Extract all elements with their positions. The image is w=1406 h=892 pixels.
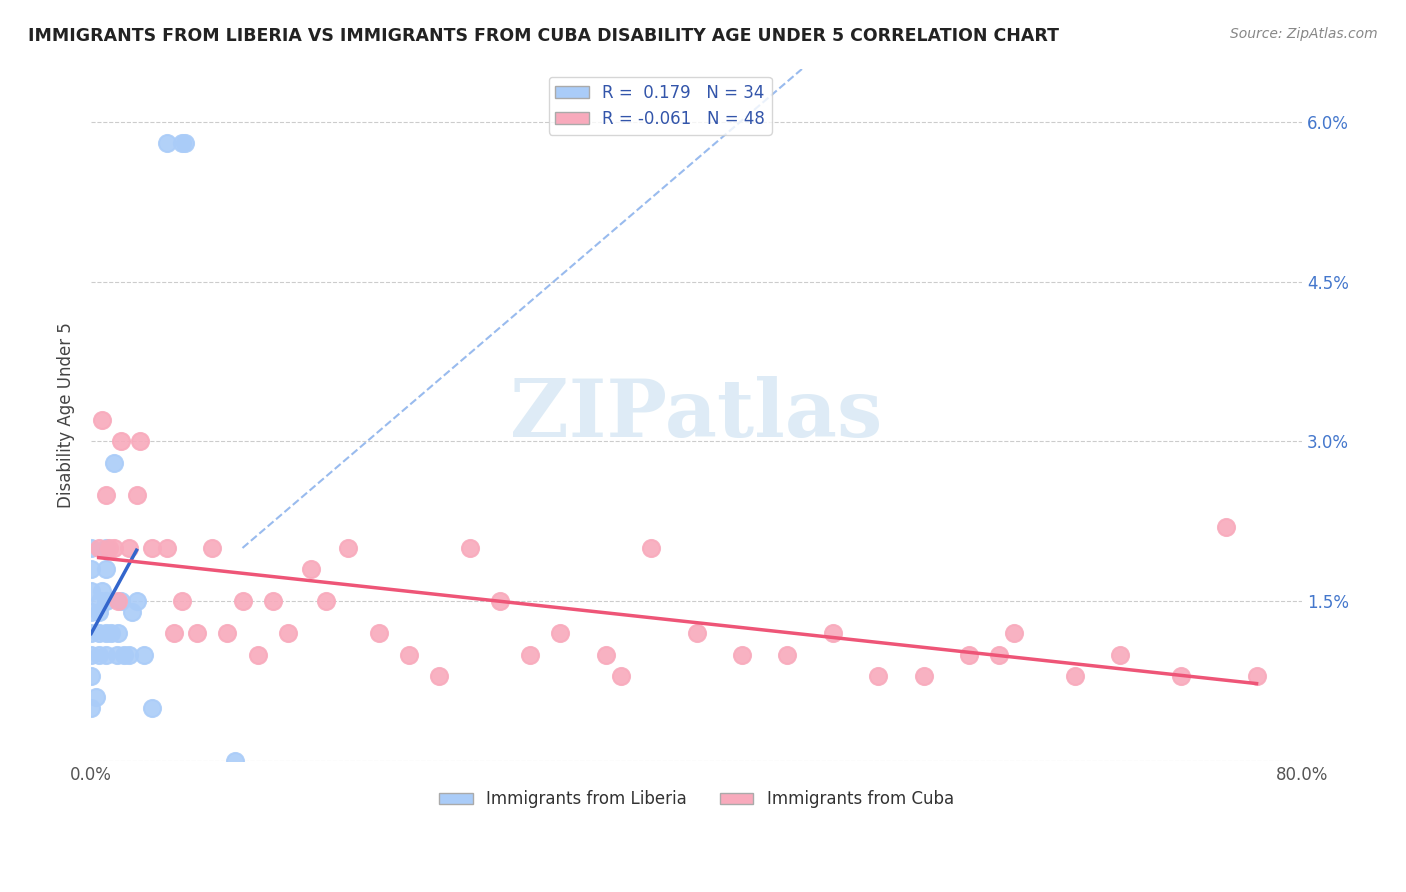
Legend: Immigrants from Liberia, Immigrants from Cuba: Immigrants from Liberia, Immigrants from…	[433, 784, 960, 815]
Point	[80, 541, 103, 555]
Point	[141, 541, 163, 555]
Point	[80, 583, 103, 598]
Point	[1170, 669, 1192, 683]
Point	[262, 594, 284, 608]
Point	[96, 594, 118, 608]
Point	[299, 562, 322, 576]
Point	[125, 594, 148, 608]
Point	[488, 594, 510, 608]
Point	[1109, 648, 1132, 662]
Point	[398, 648, 420, 662]
Point	[96, 648, 118, 662]
Point	[640, 541, 662, 555]
Point	[103, 541, 125, 555]
Point	[96, 488, 118, 502]
Point	[125, 488, 148, 502]
Point	[141, 701, 163, 715]
Point	[868, 669, 890, 683]
Point	[105, 648, 128, 662]
Point	[988, 648, 1011, 662]
Point	[110, 434, 132, 449]
Point	[100, 626, 122, 640]
Point	[1064, 669, 1087, 683]
Point	[367, 626, 389, 640]
Point	[685, 626, 707, 640]
Point	[98, 541, 121, 555]
Point	[89, 594, 111, 608]
Point	[107, 594, 129, 608]
Point	[1002, 626, 1025, 640]
Point	[231, 594, 253, 608]
Point	[1215, 519, 1237, 533]
Point	[224, 754, 246, 768]
Point	[201, 541, 224, 555]
Point	[217, 626, 239, 640]
Point	[174, 136, 197, 150]
Point	[315, 594, 337, 608]
Point	[80, 562, 103, 576]
Point	[103, 456, 125, 470]
Point	[96, 562, 118, 576]
Point	[731, 648, 754, 662]
Point	[90, 413, 112, 427]
Point	[80, 648, 103, 662]
Point	[107, 626, 129, 640]
Point	[246, 648, 269, 662]
Point	[96, 541, 118, 555]
Text: ZIPatlas: ZIPatlas	[510, 376, 883, 454]
Point	[87, 541, 110, 555]
Point	[87, 648, 110, 662]
Point	[134, 648, 156, 662]
Point	[912, 669, 935, 683]
Point	[458, 541, 481, 555]
Point	[80, 701, 103, 715]
Point	[776, 648, 799, 662]
Point	[595, 648, 617, 662]
Point	[1246, 669, 1268, 683]
Point	[957, 648, 980, 662]
Y-axis label: Disability Age Under 5: Disability Age Under 5	[58, 322, 75, 508]
Point	[96, 626, 118, 640]
Point	[170, 136, 193, 150]
Point	[519, 648, 541, 662]
Point	[821, 626, 844, 640]
Point	[550, 626, 572, 640]
Point	[84, 690, 107, 705]
Point	[186, 626, 208, 640]
Point	[128, 434, 150, 449]
Point	[121, 605, 143, 619]
Point	[610, 669, 633, 683]
Text: Source: ZipAtlas.com: Source: ZipAtlas.com	[1230, 27, 1378, 41]
Point	[118, 541, 141, 555]
Point	[427, 669, 450, 683]
Point	[80, 669, 103, 683]
Point	[277, 626, 299, 640]
Point	[110, 594, 132, 608]
Point	[90, 583, 112, 598]
Point	[337, 541, 360, 555]
Point	[114, 648, 136, 662]
Point	[118, 648, 141, 662]
Point	[156, 136, 179, 150]
Point	[170, 594, 193, 608]
Point	[80, 626, 103, 640]
Point	[87, 626, 110, 640]
Point	[156, 541, 179, 555]
Point	[163, 626, 186, 640]
Point	[80, 605, 103, 619]
Text: IMMIGRANTS FROM LIBERIA VS IMMIGRANTS FROM CUBA DISABILITY AGE UNDER 5 CORRELATI: IMMIGRANTS FROM LIBERIA VS IMMIGRANTS FR…	[28, 27, 1059, 45]
Point	[87, 605, 110, 619]
